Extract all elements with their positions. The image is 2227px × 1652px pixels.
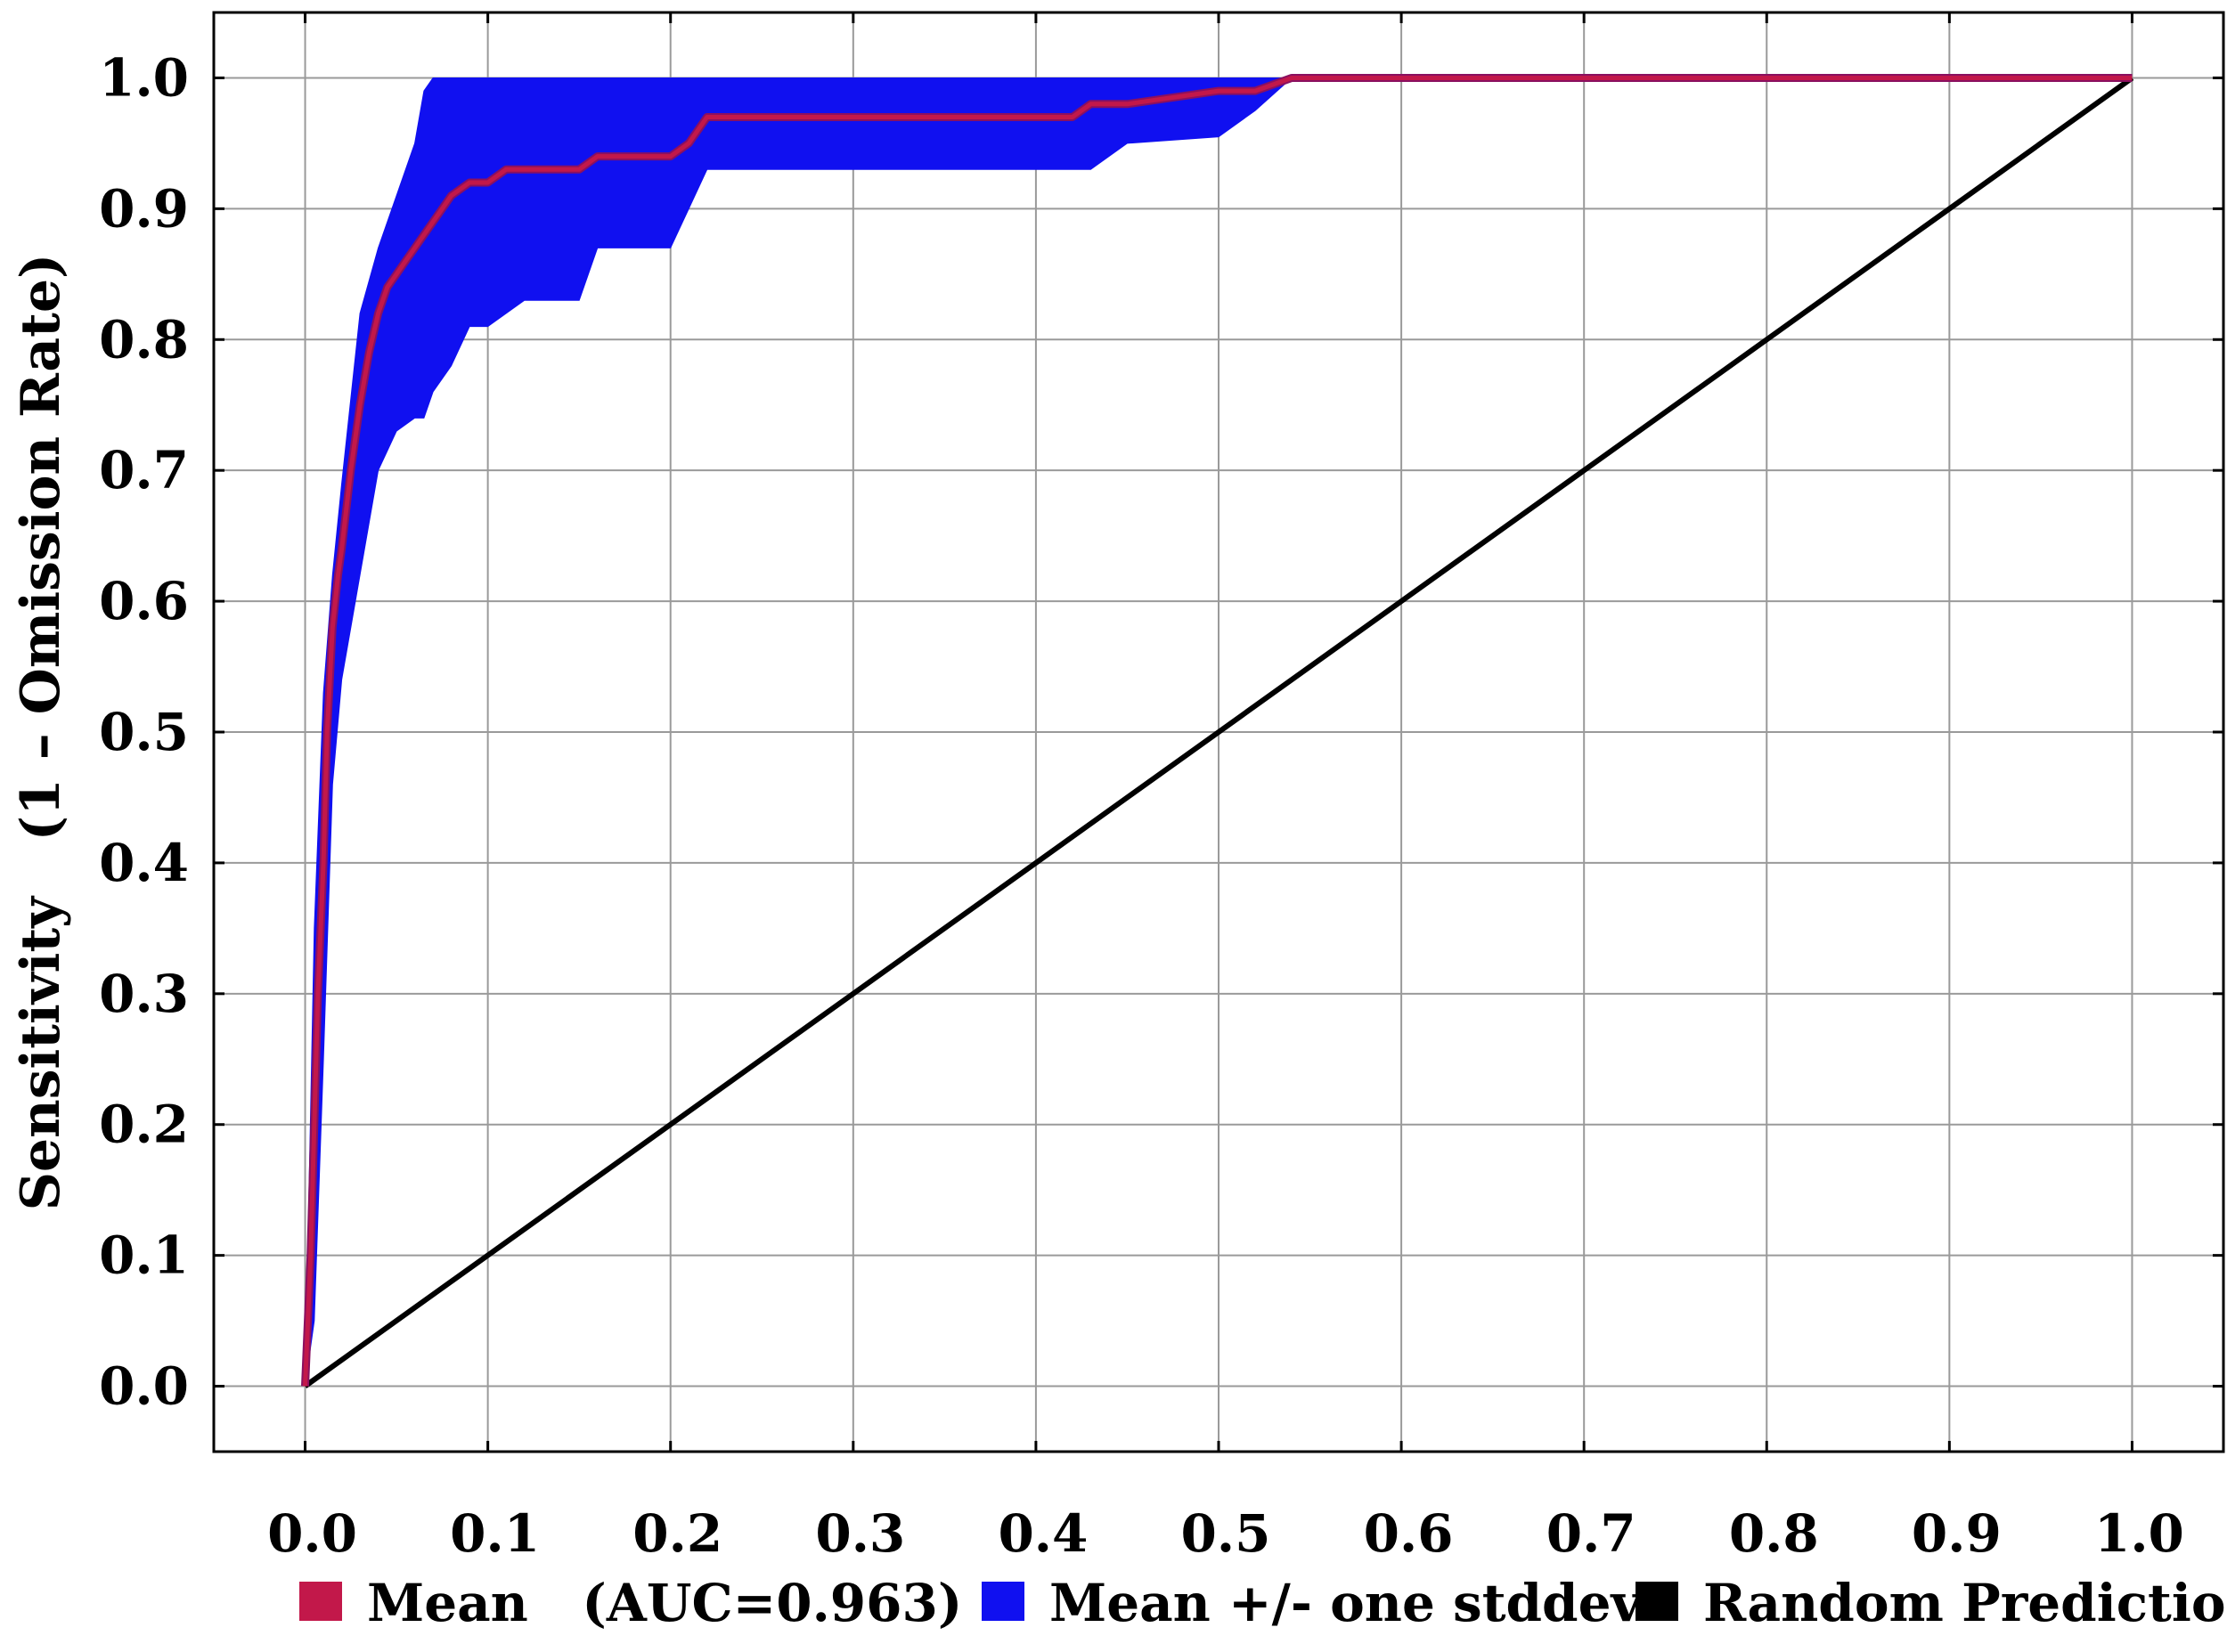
y-tick-label: 1.0 [99, 47, 189, 108]
legend-item: Mean +/- one stddev [982, 1573, 1643, 1633]
x-tick-label: 0.7 [1546, 1503, 1636, 1564]
legend-item: Random Prediction [1636, 1573, 2227, 1633]
legend-swatch [982, 1582, 1024, 1621]
x-tick-label: 0.2 [632, 1503, 722, 1564]
y-tick-label: 0.2 [99, 1095, 189, 1155]
x-tick-label: 0.9 [1912, 1503, 2002, 1564]
y-tick-label: 0.8 [99, 309, 189, 370]
y-axis-title: Sensitivity (1 – Omission Rate) [10, 254, 72, 1211]
stddev-band-layer [305, 77, 2133, 1387]
legend-label: Mean +/- one stddev [1049, 1573, 1643, 1633]
x-tick-label: 0.0 [267, 1503, 357, 1564]
x-tick-label: 0.1 [450, 1503, 540, 1564]
random-prediction-line [303, 76, 2134, 1388]
legend-label: Mean (AUC=0.963) [367, 1573, 962, 1633]
x-tick-label: 0.6 [1364, 1503, 1454, 1564]
x-tick-label: 0.3 [815, 1503, 905, 1564]
x-tick-label: 0.4 [998, 1503, 1088, 1564]
x-tick-label: 1.0 [2094, 1503, 2184, 1564]
axis-ticks: 0.0 0.1 0.2 0.3 0.4 0.5 0.6 0.7 0.8 0.9 1.0 0.0 0.1 0… [99, 12, 2223, 1564]
legend: Mean (AUC=0.963) Mean +/- one stddev Rando… [299, 1573, 2227, 1633]
y-tick-label: 0.6 [99, 571, 189, 631]
legend-swatch [1636, 1582, 1678, 1621]
legend-label: Random Prediction [1703, 1573, 2227, 1633]
y-tick-label: 0.0 [99, 1356, 189, 1417]
y-tick-label: 0.3 [99, 964, 189, 1024]
x-tick-label: 0.5 [1181, 1503, 1271, 1564]
stddev-band [305, 77, 2133, 1387]
legend-swatch [299, 1582, 342, 1621]
x-tick-label: 0.8 [1729, 1503, 1819, 1564]
series-lines [301, 74, 2134, 1388]
y-tick-label: 0.9 [99, 178, 189, 239]
y-tick-label: 0.5 [99, 702, 189, 762]
y-tick-label: 0.4 [99, 833, 189, 893]
legend-item: Mean (AUC=0.963) [299, 1573, 962, 1633]
y-tick-label: 0.1 [99, 1225, 189, 1286]
y-tick-label: 0.7 [99, 440, 189, 500]
mean-line [303, 76, 2133, 1387]
